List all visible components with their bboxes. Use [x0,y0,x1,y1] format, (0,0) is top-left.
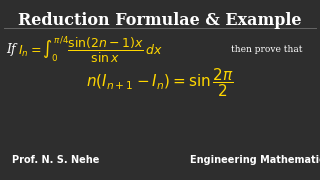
Text: Engineering Mathematics: Engineering Mathematics [190,155,320,165]
Text: $n(I_{n+1} - I_n) = \sin\dfrac{2\pi}{2}$: $n(I_{n+1} - I_n) = \sin\dfrac{2\pi}{2}$ [86,67,234,99]
Text: Reduction Formulae & Example: Reduction Formulae & Example [18,12,302,29]
Text: then prove that: then prove that [231,46,302,55]
Text: $I_n = \int_0^{\pi/4} \dfrac{\sin(2n-1)x}{\sin x}\, dx$: $I_n = \int_0^{\pi/4} \dfrac{\sin(2n-1)x… [18,34,163,66]
Text: Prof. N. S. Nehe: Prof. N. S. Nehe [12,155,100,165]
Text: If: If [6,44,16,57]
